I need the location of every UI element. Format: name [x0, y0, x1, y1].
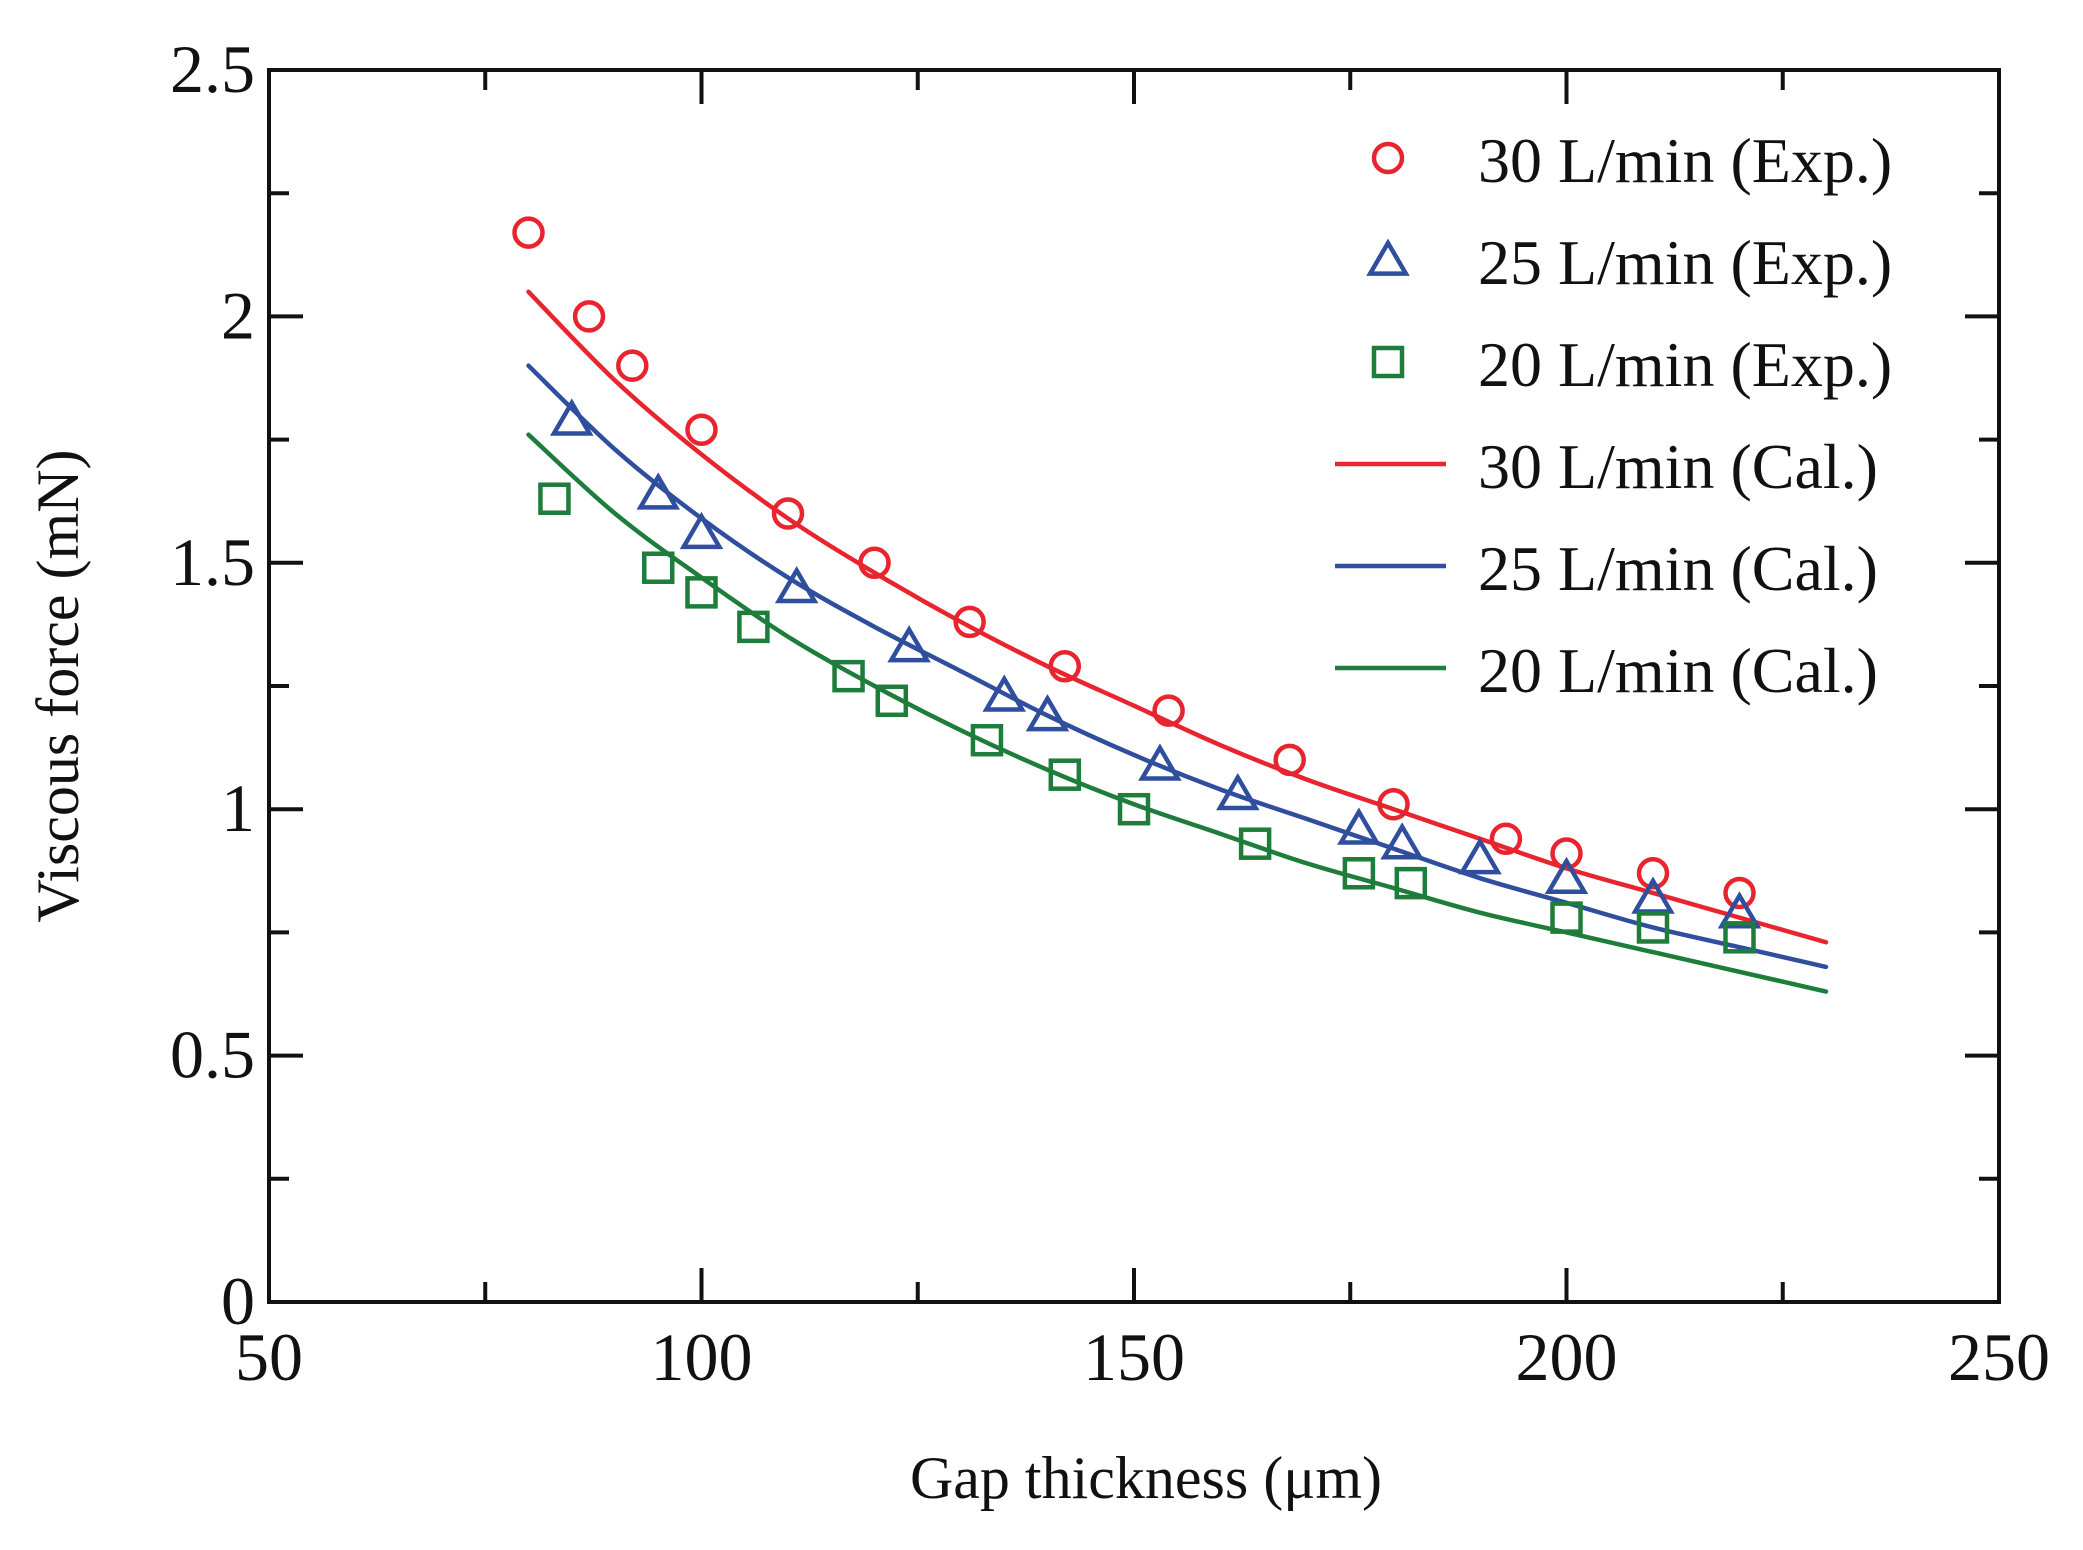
legend-label: 25 L/min (Cal.) [1478, 533, 1878, 604]
data-point-square [737, 610, 770, 644]
legend-item: 25 L/min (Cal.) [1335, 533, 1878, 604]
legend-label: 25 L/min (Exp.) [1478, 227, 1892, 298]
data-point-circle [1048, 650, 1082, 683]
data-point-square [1550, 901, 1583, 934]
x-tick-label: 50 [235, 1319, 303, 1395]
legend-label: 20 L/min (Cal.) [1478, 635, 1878, 706]
data-point-triangle [1380, 822, 1424, 860]
data-point-square [1342, 857, 1376, 890]
data-point-triangle [679, 511, 724, 550]
data-point-circle [771, 497, 805, 530]
series-markers [512, 216, 1762, 954]
data-point-square [1394, 866, 1428, 900]
data-point-circle [1489, 822, 1523, 856]
data-point-triangle [774, 565, 819, 604]
y-tick-label: 0 [221, 1263, 255, 1339]
data-point-square [685, 576, 718, 609]
data-point-square [1048, 758, 1082, 791]
y-tick-label: 2.5 [170, 31, 255, 107]
series-line-20-l-min-cal [526, 432, 1829, 994]
data-point-triangle [887, 625, 931, 663]
data-point-square [875, 684, 909, 718]
legend-item: 25 L/min (Exp.) [1366, 227, 1892, 298]
data-point-triangle [549, 398, 594, 436]
x-tick-label: 250 [1948, 1319, 2050, 1395]
data-point-triangle [1458, 837, 1502, 875]
y-tick-labels: 0 0.5 1 1.5 2 2.5 [170, 31, 255, 1339]
data-point-circle [953, 605, 986, 639]
data-point-circle [512, 216, 545, 249]
data-point-square [1117, 792, 1151, 826]
data-point-triangle [1138, 743, 1182, 781]
y-tick-label: 1 [221, 770, 255, 846]
legend-marker-square [1371, 345, 1405, 379]
series-line-25-l-min-cal [526, 363, 1829, 970]
data-point-triangle [1544, 856, 1589, 895]
minor-ticks [269, 70, 1999, 1302]
data-point-circle [1636, 857, 1670, 890]
legend-label: 30 L/min (Exp.) [1478, 125, 1892, 196]
x-tick-label: 150 [1083, 1319, 1185, 1395]
x-tick-label: 100 [651, 1319, 753, 1395]
data-point-triangle [1337, 807, 1381, 845]
x-tick-labels: 50 100 150 200 250 [235, 1319, 2050, 1395]
data-point-triangle [636, 472, 681, 510]
legend-item: 30 L/min (Exp.) [1371, 125, 1892, 196]
major-ticks [267, 68, 2001, 1304]
data-point-circle [1273, 743, 1306, 777]
y-axis-label: Viscous force (mN) [25, 450, 91, 923]
series-markers-30-l-min-exp [512, 216, 1756, 910]
data-point-square [1636, 911, 1670, 944]
data-point-triangle [982, 674, 1027, 712]
data-point-circle [685, 413, 718, 446]
legend-label: 30 L/min (Cal.) [1478, 431, 1878, 502]
data-point-triangle [1717, 891, 1762, 929]
legend-label: 20 L/min (Exp.) [1478, 329, 1892, 400]
data-point-square [1723, 921, 1756, 954]
y-tick-label: 0.5 [170, 1017, 255, 1093]
legend-item: 30 L/min (Cal.) [1335, 431, 1878, 502]
y-tick-label: 1.5 [170, 524, 255, 600]
data-point-circle [1723, 876, 1756, 910]
legend-item: 20 L/min (Exp.) [1371, 329, 1892, 400]
data-point-square [642, 551, 675, 584]
data-point-square [832, 659, 865, 693]
data-point-circle [1550, 837, 1583, 870]
data-point-square [538, 482, 571, 515]
series-markers-20-l-min-exp [538, 482, 1756, 954]
data-point-square [1238, 827, 1272, 860]
data-point-circle [616, 349, 649, 382]
data-point-triangle [1025, 694, 1070, 732]
legend: 30 L/min (Exp.) 25 L/min (Exp.) 20 L/min (… [1335, 125, 1892, 706]
data-point-circle [858, 546, 891, 580]
data-point-triangle [1216, 772, 1260, 811]
data-point-circle [1377, 788, 1410, 821]
legend-item: 20 L/min (Cal.) [1335, 635, 1878, 706]
data-point-circle [572, 300, 606, 333]
legend-marker-circle [1371, 141, 1405, 175]
data-point-square [970, 723, 1004, 757]
data-point-circle [1152, 694, 1185, 727]
x-axis-label: Gap thickness (μm) [910, 1445, 1382, 1511]
series-markers-25-l-min-exp [549, 398, 1762, 929]
y-tick-label: 2 [221, 277, 255, 353]
x-tick-label: 200 [1516, 1319, 1618, 1395]
legend-marker-triangle [1366, 238, 1410, 276]
